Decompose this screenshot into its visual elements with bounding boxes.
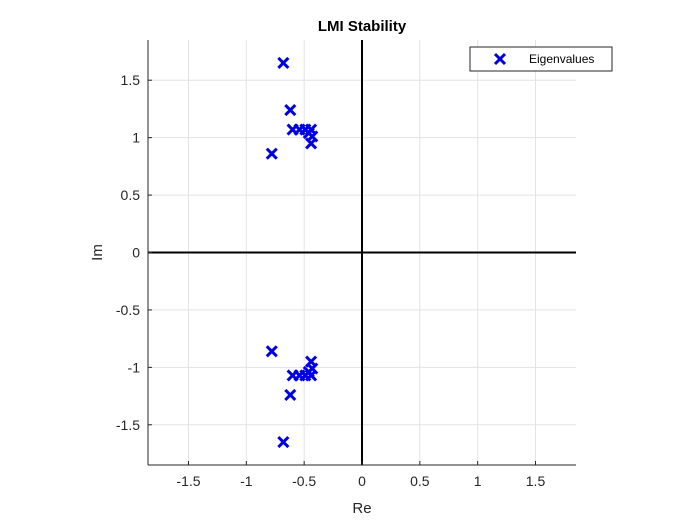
- y-tick-label: -1: [128, 359, 141, 375]
- x-tick-label: -0.5: [292, 473, 316, 489]
- eigenvalue-point: [265, 147, 278, 160]
- y-tick-label: -1.5: [116, 417, 140, 433]
- y-tick-label: 0: [132, 245, 140, 261]
- y-tick-label: 0.5: [121, 187, 141, 203]
- x-tick-label: -1.5: [176, 473, 200, 489]
- eigenvalue-point: [277, 56, 290, 70]
- x-tick-label: 0: [358, 473, 366, 489]
- y-tick-label: 1.5: [121, 72, 141, 88]
- x-tick-label: 1: [474, 473, 482, 489]
- y-tick-label: 1: [132, 130, 140, 146]
- legend-marker-x-icon: [493, 52, 507, 66]
- y-tick-label: -0.5: [116, 302, 140, 318]
- tick-labels: -1.5 -1 -0.5 0 0.5 1 1.5 -1.5 -1 -0.5 0 0.5 1 1.5: [116, 72, 546, 489]
- eigenvalue-point: [284, 388, 297, 401]
- x-tick-label: -1: [240, 473, 253, 489]
- legend: Eigenvalues: [469, 46, 613, 72]
- eigenvalue-point: [305, 355, 318, 368]
- zero-lines: [148, 40, 576, 465]
- chart-title: LMI Stability: [318, 18, 407, 35]
- axes: [147, 40, 576, 466]
- eigenvalue-point: [277, 435, 290, 449]
- legend-label-eigenvalues: Eigenvalues: [529, 52, 594, 66]
- eigenvalue-points: [265, 56, 319, 449]
- legend-box: [469, 46, 613, 72]
- eigenvalue-point: [284, 104, 297, 117]
- eigenvalue-point: [265, 345, 278, 358]
- eigenvalue-point: [305, 137, 318, 150]
- x-tick-label: 1.5: [526, 473, 546, 489]
- y-axis-label: Im: [89, 244, 106, 261]
- x-axis-label: Re: [352, 500, 371, 517]
- x-tick-label: 0.5: [410, 473, 430, 489]
